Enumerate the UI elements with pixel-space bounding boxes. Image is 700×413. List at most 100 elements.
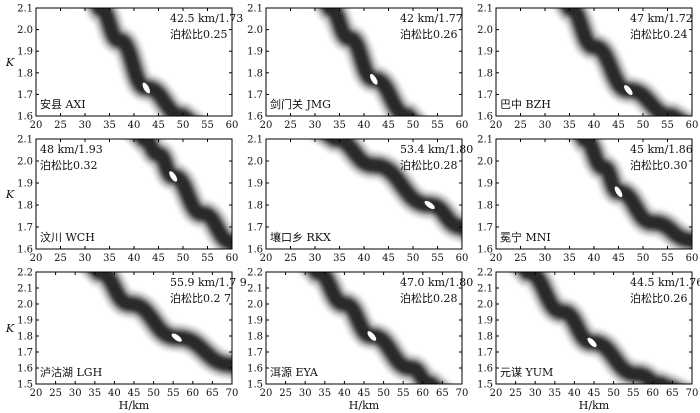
x-tick-label: 35: [88, 388, 101, 399]
band-core: [560, 8, 688, 116]
y-tick-label: 1.9: [247, 47, 263, 58]
x-tick-label: 60: [226, 120, 239, 131]
x-tick-label: 20: [30, 253, 43, 264]
panel-9: 20 25 30 35 40 45 50 55 60 65 70 1.5 1.6 1.7 1.8 1.9 2.0…: [477, 268, 700, 413]
poisson-label: 泊松比0.30: [630, 158, 688, 172]
y-tick-label: 1.6: [477, 364, 493, 375]
best-estimate-marker: [614, 186, 623, 198]
energy-band: [568, 139, 692, 249]
y-tick-label: 2.1: [17, 4, 33, 15]
y-tick-label: 1.6: [477, 112, 493, 123]
y-tick-label: 1.8: [477, 201, 493, 212]
best-estimate-marker: [142, 82, 150, 94]
y-tick-label: 2.1: [477, 135, 493, 146]
estimate-label: 48 km/1.93: [40, 143, 103, 156]
x-tick-label: 50: [407, 253, 420, 264]
x-tick-label: 55: [431, 253, 444, 264]
y-tick-label: 1.7: [477, 90, 493, 101]
y-tick-label: 2.0: [477, 157, 493, 168]
poisson-label: 泊松比0.28: [400, 158, 458, 172]
y-tick-label: 1.6: [247, 364, 263, 375]
estimate-label: 53.4 km/1.80: [400, 143, 473, 156]
y-tick-label: 1.7: [17, 90, 33, 101]
x-axis-label: H/km: [119, 399, 150, 412]
station-label: 冕宁 MNI: [500, 230, 551, 244]
x-tick-label: 60: [456, 253, 469, 264]
x-tick-label: 65: [206, 388, 219, 399]
y-tick-label: 2.2: [17, 268, 33, 279]
x-tick-label: 50: [147, 388, 160, 399]
energy-band: [80, 272, 232, 380]
x-tick-label: 45: [152, 253, 165, 264]
x-tick-label: 35: [563, 253, 576, 264]
x-tick-label: 25: [54, 253, 67, 264]
y-tick-label: 2.1: [477, 284, 493, 295]
x-tick-label: 60: [456, 120, 469, 131]
x-tick-label: 40: [128, 120, 141, 131]
y-tick-label: 1.5: [247, 380, 263, 391]
x-tick-label: 40: [588, 120, 601, 131]
x-tick-label: 45: [152, 120, 165, 131]
y-tick-label: 1.5: [477, 380, 493, 391]
x-tick-label: 45: [612, 253, 625, 264]
estimate-label: 45 km/1.86: [630, 143, 693, 156]
y-tick-label: 1.5: [17, 380, 33, 391]
panel-6: 20 25 30 35 40 45 50 55 60 1.6 1.7 1.8 1.9 2.0 2.1 冕宁 M…: [477, 135, 698, 265]
x-tick-label: 35: [103, 120, 116, 131]
y-tick-label: 1.6: [477, 245, 493, 256]
y-tick-label: 1.9: [247, 179, 263, 190]
x-tick-label: 25: [279, 388, 292, 399]
poisson-label: 泊松比0.32: [40, 158, 98, 172]
x-tick-label: 25: [284, 253, 297, 264]
x-tick-label: 40: [108, 388, 121, 399]
x-tick-label: 45: [382, 120, 395, 131]
x-tick-label: 55: [661, 120, 674, 131]
estimate-label: 44.5 km/1.76: [630, 276, 700, 289]
x-tick-label: 30: [69, 388, 82, 399]
y-tick-label: 1.6: [17, 364, 33, 375]
station-label: 洱源 EYA: [270, 365, 319, 379]
poisson-label: 泊松比0.24: [630, 27, 688, 41]
y-tick-label: 1.7: [247, 348, 263, 359]
x-tick-label: 55: [201, 253, 214, 264]
x-tick-label: 55: [397, 388, 410, 399]
y-axis-label: K: [5, 56, 15, 69]
y-tick-label: 2.0: [17, 157, 33, 168]
y-tick-label: 1.9: [247, 316, 263, 327]
panel-4: 20 25 30 35 40 45 50 55 60 1.6 1.7 1.8 1.9 2.0 2.1 汶川 W…: [5, 135, 238, 265]
band-core: [90, 8, 196, 116]
band-core: [320, 8, 419, 116]
x-axis-label: H/km: [349, 399, 380, 412]
x-tick-label: 30: [309, 253, 322, 264]
x-tick-label: 65: [436, 388, 449, 399]
y-tick-label: 2.0: [247, 25, 263, 36]
y-tick-label: 1.9: [17, 47, 33, 58]
y-tick-label: 2.0: [247, 157, 263, 168]
x-tick-label: 45: [358, 388, 371, 399]
poisson-label: 泊松比0.26: [400, 27, 458, 41]
x-tick-label: 55: [167, 388, 180, 399]
panel-1: 20 25 30 35 40 45 50 55 60 1.6 1.7 1.8 1.9 2.0 2.1 安县 A…: [5, 4, 243, 132]
x-tick-label: 35: [103, 253, 116, 264]
energy-band: [84, 8, 205, 116]
x-tick-label: 45: [588, 388, 601, 399]
x-tick-label: 50: [407, 120, 420, 131]
panel-7: 20 25 30 35 40 45 50 55 60 65 70 1.5 1.6 1.7 1.8 1.9 2.0…: [5, 268, 247, 413]
best-estimate-marker: [624, 85, 633, 96]
x-tick-label: 30: [539, 120, 552, 131]
y-tick-label: 1.6: [17, 112, 33, 123]
station-label: 安县 AXI: [40, 97, 86, 111]
y-tick-label: 1.9: [477, 316, 493, 327]
estimate-label: 55.9 km/1.7 9: [170, 276, 247, 289]
y-tick-label: 2.1: [247, 4, 263, 15]
x-tick-label: 20: [490, 388, 503, 399]
y-tick-label: 1.6: [247, 112, 263, 123]
y-tick-label: 1.6: [247, 245, 263, 256]
x-tick-label: 30: [79, 253, 92, 264]
y-tick-label: 1.8: [17, 201, 33, 212]
y-axis-label: K: [5, 188, 15, 201]
x-tick-label: 35: [333, 253, 346, 264]
x-tick-label: 40: [338, 388, 351, 399]
panel-8: 20 25 30 35 40 45 50 55 60 65 70 1.5 1.6 1.7 1.8 1.9 2.0…: [247, 268, 473, 413]
